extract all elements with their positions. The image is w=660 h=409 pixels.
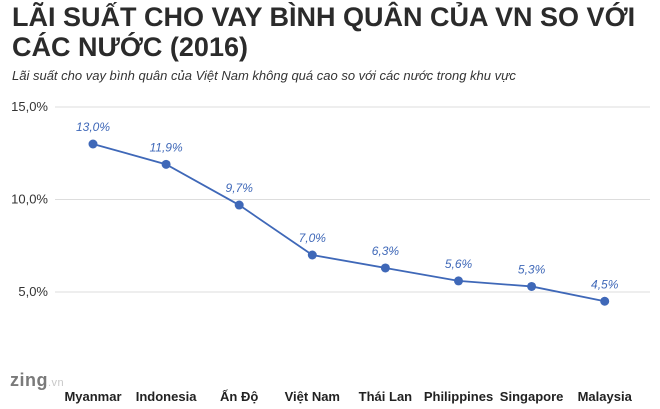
x-tick-label: Ấn Độ [220,389,258,404]
logo-brand: zing [10,370,48,390]
data-point [527,281,537,291]
x-tick-label: Singapore [500,389,564,404]
y-tick-label: 5,0% [18,284,48,299]
y-tick-label: 15,0% [11,99,48,114]
data-label: 4,5% [591,277,619,291]
data-point [454,276,463,286]
x-tick-label: Malaysia [578,389,633,404]
data-label: 5,6% [445,257,473,271]
chart-title: LÃI SUẤT CHO VAY BÌNH QUÂN CỦA VN SO VỚI… [12,2,636,62]
data-label: 6,3% [372,244,400,258]
zing-logo: zing.vn [10,370,64,391]
data-point [234,200,244,210]
logo-suffix: .vn [48,377,65,389]
y-tick-label: 10,0% [11,192,48,207]
x-tick-label: Indonesia [136,389,197,404]
data-point [161,159,171,169]
x-tick-label: Thái Lan [359,389,413,404]
x-tick-label: Philippines [424,389,493,404]
data-label: 5,3% [518,262,546,276]
data-label: 9,7% [226,181,254,195]
x-tick-label: Myanmar [64,389,121,404]
series-line [92,143,605,303]
data-point [307,250,317,260]
data-point [88,139,98,149]
data-label: 13,0% [76,120,110,134]
x-tick-label: Việt Nam [285,389,340,404]
data-label: 7,0% [299,231,327,245]
chart-subtitle: Lãi suất cho vay bình quân của Việt Nam … [12,68,516,83]
data-point [380,263,390,273]
data-label: 11,9% [150,140,183,154]
data-point [600,296,610,306]
